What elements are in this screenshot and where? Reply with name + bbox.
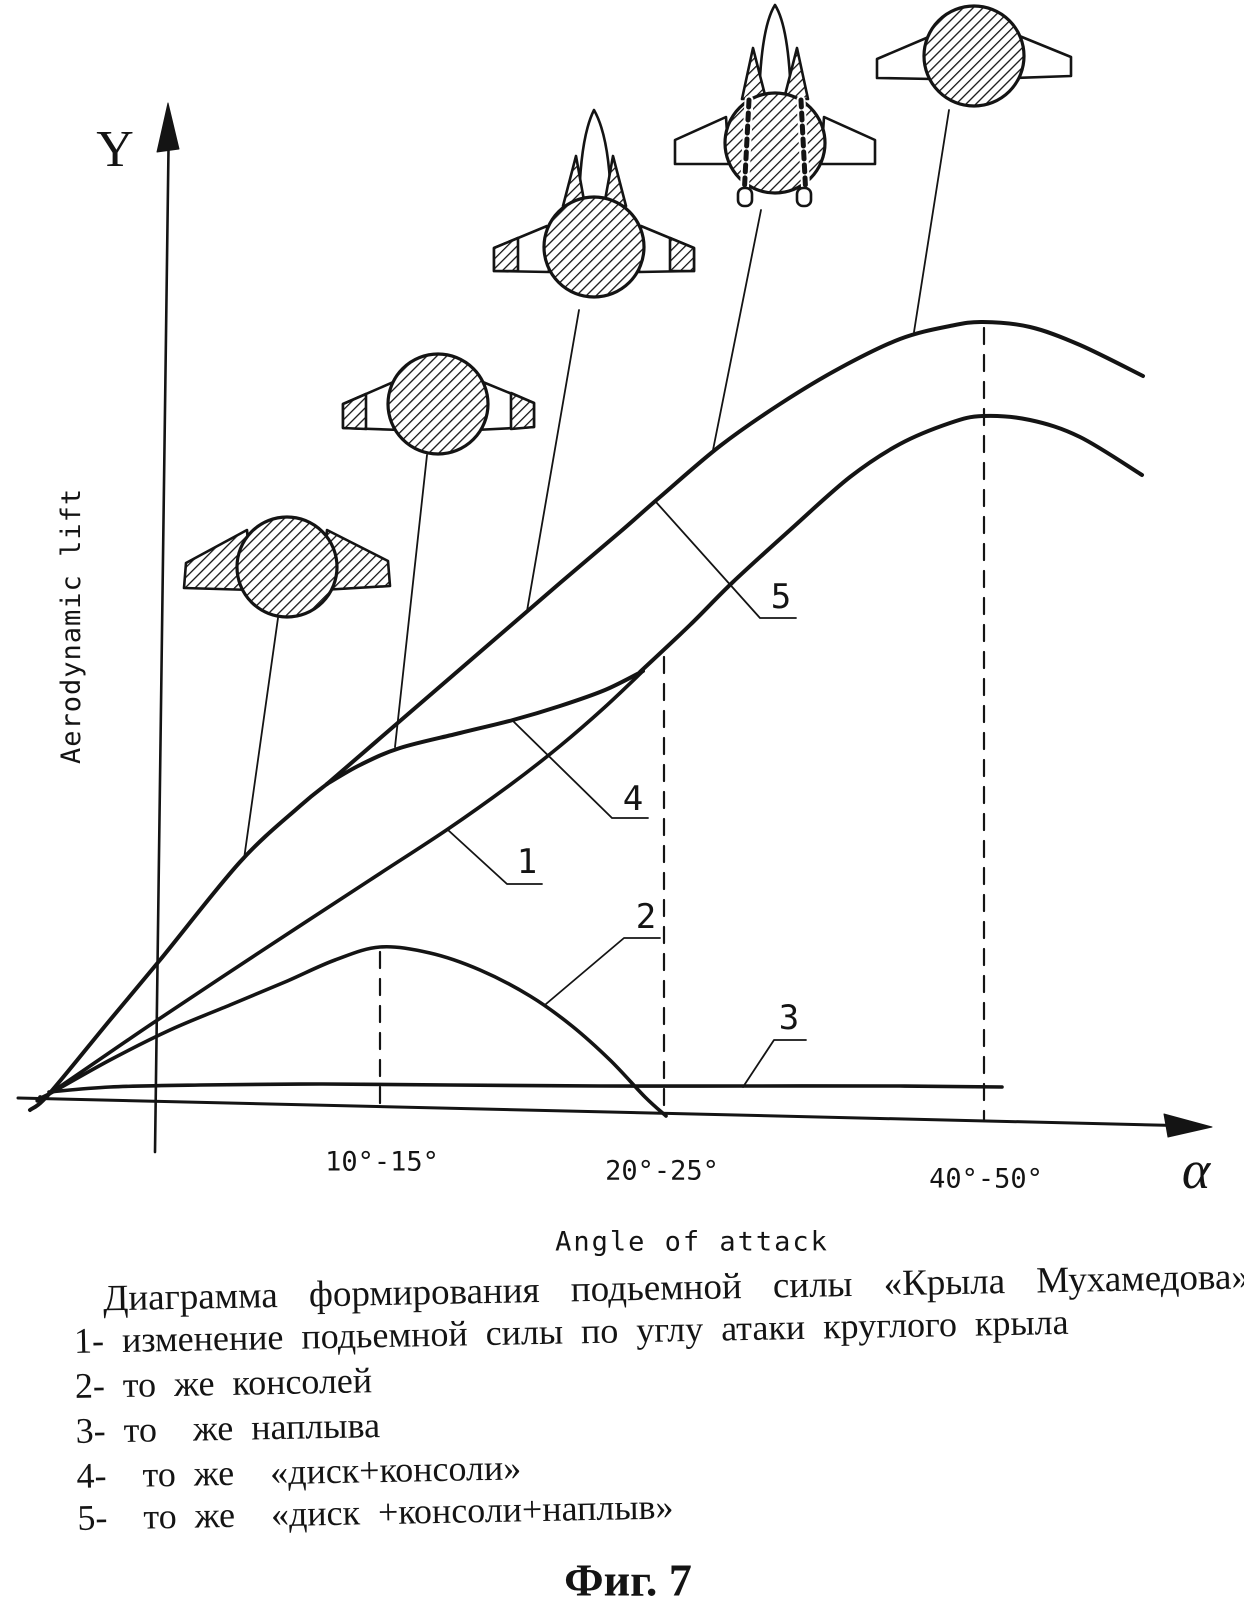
leader-aircraft-1 <box>243 617 279 860</box>
curve-4-5-common <box>28 782 329 1112</box>
leader-num-4 <box>513 721 649 819</box>
aircraft-disk-consoles-disk <box>235 515 339 619</box>
curve-4-1-merged <box>638 413 1144 674</box>
aircraft-disk-nose-disk <box>542 195 646 299</box>
aircraft-full-fighter-disk <box>723 91 827 195</box>
figure-number-label: Фиг. 7 <box>564 1554 692 1600</box>
curve-number-label-3: 3 <box>778 998 800 1038</box>
leader-num-3 <box>742 1039 807 1088</box>
aircraft-full-fighter-left-nozzle <box>736 186 754 208</box>
curve-1 <box>35 669 645 1103</box>
curve-number-label-5: 5 <box>770 577 792 617</box>
aircraft-full-fighter-nose-cone <box>757 3 793 102</box>
y-axis <box>153 110 171 1154</box>
leader-num-5 <box>655 501 797 619</box>
curve-4-plateau <box>325 669 645 786</box>
leader-aircraft-4 <box>712 209 762 451</box>
y-axis-letter: Y <box>96 121 134 178</box>
curve-number-label-2: 2 <box>635 897 657 937</box>
y-axis-arrowhead <box>156 102 180 153</box>
curve-number-label-1: 1 <box>516 842 538 882</box>
aircraft-full-fighter-left-wing <box>673 115 731 166</box>
x-axis <box>16 1096 1200 1128</box>
x-tick-label-2: 40°-50° <box>929 1163 1043 1195</box>
aircraft-disk-swept-consoles-disk <box>386 352 490 456</box>
leader-num-2 <box>545 937 661 1005</box>
aircraft-disk-swept-consoles-left-wing-tip <box>341 392 368 431</box>
aircraft-full-fighter-left-tail <box>741 97 752 200</box>
x-tick-label-0: 10°-15° <box>325 1146 439 1178</box>
aircraft-full-fighter-right-wing <box>819 115 877 166</box>
aircraft-disk-trapezoid-consoles-disk <box>922 4 1026 108</box>
curve-5 <box>325 319 1145 786</box>
x-tick-label-1: 20°-25° <box>605 1155 719 1187</box>
leader-aircraft-5 <box>913 109 950 333</box>
aircraft-disk-nose-right-wing-tip <box>668 236 696 273</box>
x-axis-symbol: α <box>1181 1140 1211 1200</box>
x-axis-title: Angle of attack <box>555 1226 829 1258</box>
aircraft-disk-swept-consoles-right-wing-tip <box>509 391 536 431</box>
aircraft-full-fighter-right-nozzle <box>795 186 813 208</box>
caption-item-2: 2- то же консолей <box>74 1360 373 1406</box>
y-axis-title: Aerodynamic lift <box>56 487 87 764</box>
leader-aircraft-2 <box>394 454 428 748</box>
leader-num-1 <box>447 829 543 885</box>
curve-number-label-4: 4 <box>622 779 644 819</box>
curve-3 <box>47 1082 1004 1094</box>
leader-aircraft-3 <box>526 309 580 612</box>
aircraft-disk-nose-left-wing-tip <box>492 236 520 273</box>
curve-2 <box>38 944 668 1118</box>
caption-item-3: 3- то же наплыва <box>75 1405 381 1451</box>
aircraft-full-fighter-right-tail <box>798 97 809 200</box>
x-axis-arrowhead <box>1163 1113 1213 1138</box>
